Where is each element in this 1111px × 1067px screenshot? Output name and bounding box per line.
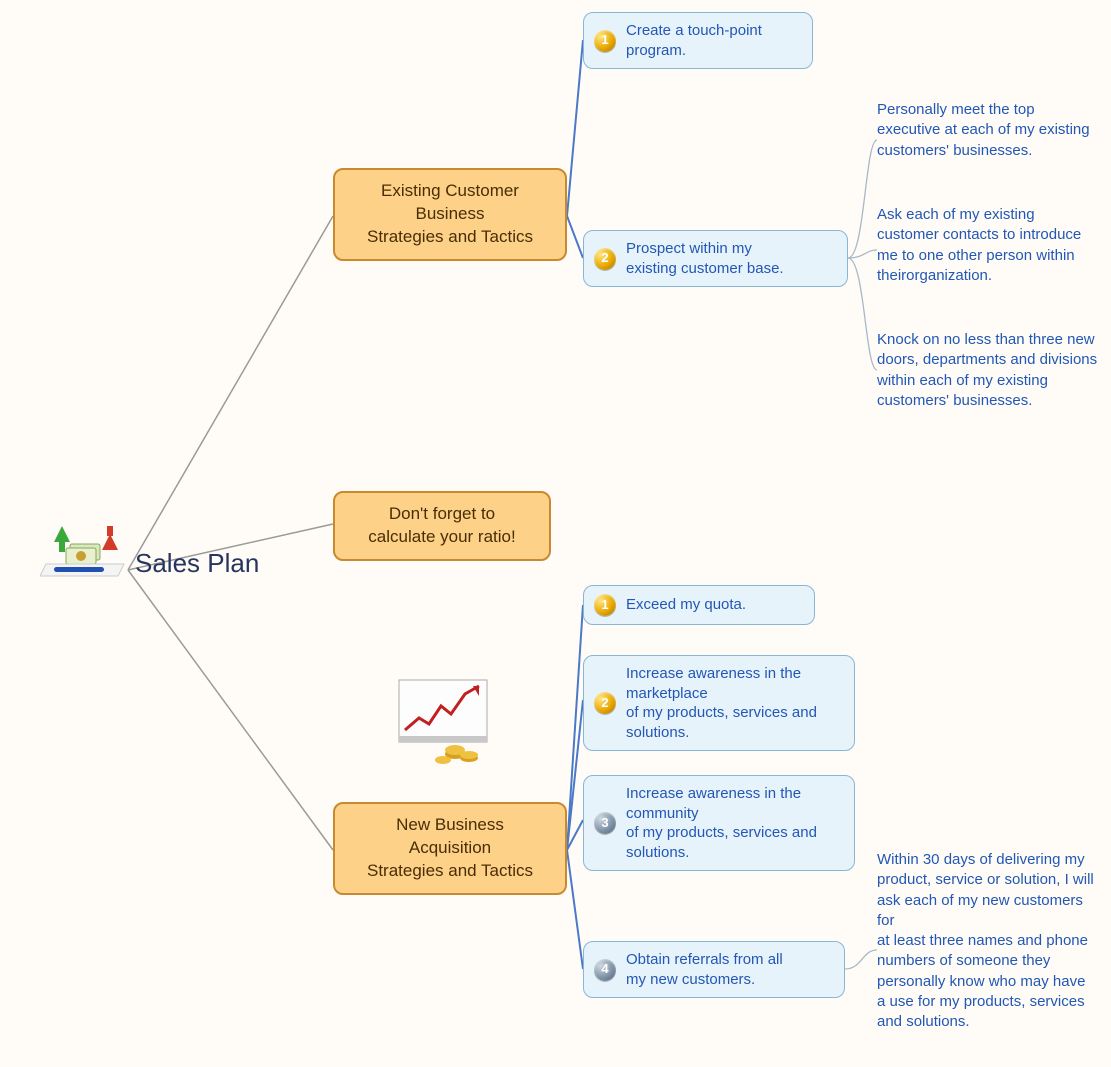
sub-awareness-marketplace: 2Increase awareness in the marketplaceof… (583, 655, 855, 751)
branch-ratio-reminder: Don't forget tocalculate your ratio! (333, 491, 551, 561)
chart-growth-icon (395, 676, 495, 766)
sub-prospect-existing: 2Prospect within myexisting customer bas… (583, 230, 848, 287)
root-icon (40, 520, 125, 580)
leaf-referral-detail: Within 30 days of delivering my product,… (877, 850, 1095, 1032)
badge-3-icon: 3 (594, 812, 616, 834)
badge-4-icon: 4 (594, 959, 616, 981)
sub-exceed-quota: 1Exceed my quota. (583, 585, 815, 625)
root-node-label: Sales Plan (135, 548, 259, 579)
leaf-knock-doors: Knock on no less than three new doors, d… (877, 330, 1102, 411)
branch-existing-customer: Existing CustomerBusinessStrategies and … (333, 168, 567, 261)
sub-touchpoint-program: 1Create a touch-pointprogram. (583, 12, 813, 69)
branch-new-business: New BusinessAcquisitionStrategies and Ta… (333, 802, 567, 895)
sub-obtain-referrals: 4Obtain referrals from allmy new custome… (583, 941, 845, 998)
leaf-meet-executive: Personally meet the top executive at eac… (877, 100, 1095, 161)
badge-2-icon: 2 (594, 692, 616, 714)
sub-awareness-community: 3Increase awareness in the communityof m… (583, 775, 855, 871)
badge-1-icon: 1 (594, 30, 616, 52)
badge-1-icon: 1 (594, 594, 616, 616)
badge-2-icon: 2 (594, 248, 616, 270)
leaf-introduce-contact: Ask each of my existing customer contact… (877, 205, 1095, 286)
